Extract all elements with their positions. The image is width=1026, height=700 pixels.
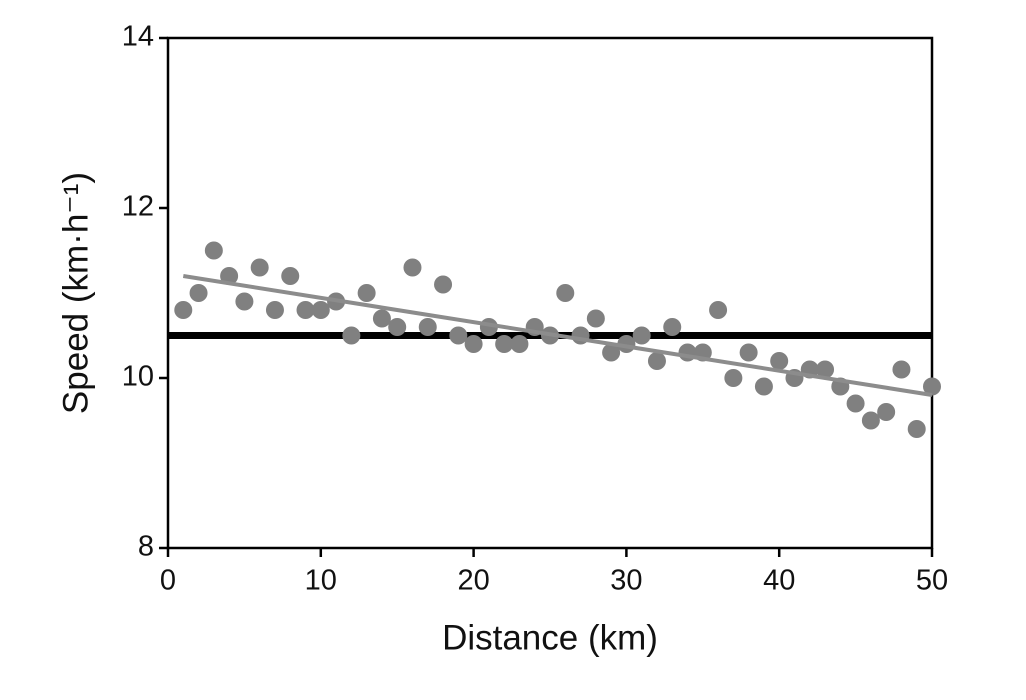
data-point bbox=[892, 360, 911, 379]
data-point bbox=[816, 360, 835, 379]
trend-line bbox=[182, 274, 933, 397]
data-point bbox=[204, 241, 223, 260]
data-point bbox=[357, 284, 376, 302]
x-tick-label: 20 bbox=[457, 565, 489, 597]
data-point bbox=[770, 352, 789, 370]
x-axis-label: Distance (km) bbox=[442, 618, 658, 657]
data-point bbox=[403, 258, 422, 277]
y-tick-label: 12 bbox=[122, 191, 154, 223]
data-point bbox=[265, 301, 284, 319]
data-point bbox=[434, 275, 453, 294]
data-point bbox=[495, 335, 514, 353]
x-tick-label: 30 bbox=[610, 565, 642, 597]
y-tick-label: 10 bbox=[122, 361, 154, 393]
data-point bbox=[510, 335, 529, 353]
data-point bbox=[861, 411, 880, 430]
data-point bbox=[907, 420, 926, 438]
y-axis-label: Speed (km·h⁻¹) bbox=[56, 172, 95, 414]
data-point bbox=[877, 403, 896, 421]
data-point bbox=[418, 318, 437, 336]
data-point bbox=[556, 284, 575, 302]
data-point bbox=[464, 335, 483, 353]
data-point bbox=[632, 326, 651, 345]
data-point bbox=[388, 318, 407, 336]
data-point bbox=[296, 301, 315, 319]
data-point bbox=[602, 343, 621, 362]
plot-frame bbox=[166, 36, 934, 550]
data-point bbox=[709, 301, 728, 319]
data-point bbox=[449, 326, 468, 345]
data-point bbox=[311, 301, 330, 319]
x-tick-label: 40 bbox=[763, 565, 795, 597]
data-point bbox=[647, 352, 666, 370]
data-point bbox=[754, 377, 773, 396]
data-point bbox=[372, 309, 391, 328]
data-point bbox=[724, 369, 743, 387]
y-tick-label: 8 bbox=[138, 531, 154, 563]
data-point bbox=[739, 343, 758, 362]
data-point bbox=[663, 318, 682, 336]
data-point bbox=[342, 326, 361, 345]
data-point bbox=[586, 309, 605, 328]
x-tick-label: 0 bbox=[160, 565, 176, 597]
data-point bbox=[220, 267, 239, 285]
data-point bbox=[281, 267, 300, 285]
x-tick-label: 50 bbox=[916, 565, 948, 597]
y-tick-label: 14 bbox=[122, 21, 154, 53]
data-point bbox=[250, 258, 269, 277]
data-point bbox=[174, 301, 193, 319]
data-point bbox=[235, 292, 254, 311]
x-tick-label: 10 bbox=[305, 565, 337, 597]
data-point bbox=[189, 284, 208, 302]
data-point bbox=[846, 394, 865, 413]
data-point bbox=[923, 377, 941, 396]
